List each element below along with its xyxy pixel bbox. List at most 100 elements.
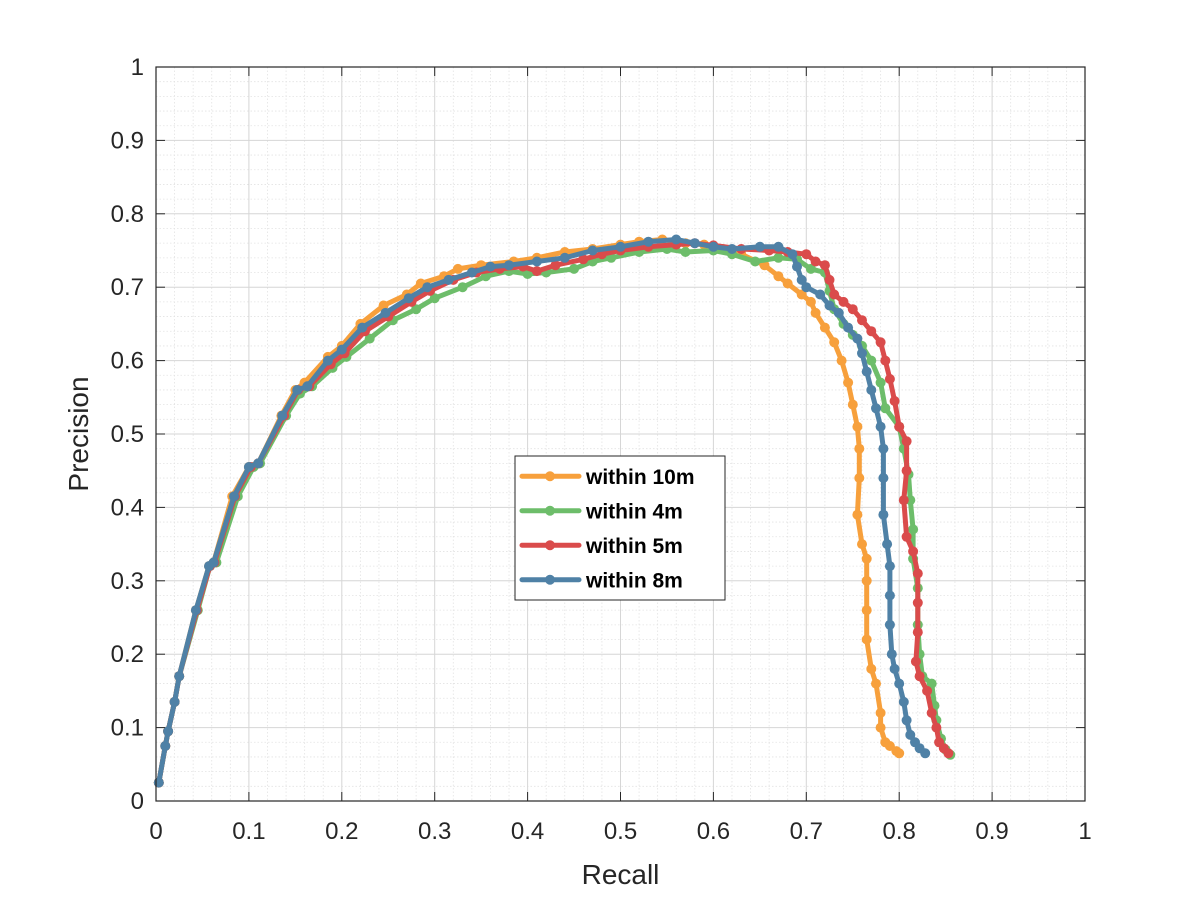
series-point [787, 249, 798, 260]
series-point [861, 553, 872, 564]
x-tick-label: 1 [1078, 818, 1091, 845]
series-point [174, 671, 185, 682]
series-point [443, 274, 454, 285]
series-point [866, 326, 877, 337]
series-point [815, 289, 826, 300]
series-point [901, 715, 912, 726]
series-point [922, 685, 933, 696]
series-point [920, 748, 931, 759]
series-point [587, 245, 598, 256]
y-tick-label: 0.6 [111, 348, 144, 375]
series-point [852, 333, 863, 344]
series-point [857, 539, 867, 550]
x-tick-label: 0.4 [511, 818, 544, 845]
series-point [931, 722, 942, 733]
series-point [898, 495, 909, 506]
series-point [531, 256, 542, 267]
series-point [302, 381, 313, 392]
series-point [866, 663, 877, 674]
series-point [357, 322, 368, 333]
series-point [908, 546, 919, 557]
series-point [886, 649, 897, 660]
series-point [750, 256, 761, 267]
legend-swatch-marker [545, 505, 555, 516]
x-tick-label: 0.3 [418, 818, 451, 845]
series-point [208, 557, 219, 568]
series-point [898, 696, 909, 707]
series-point [643, 236, 654, 247]
series-point [847, 399, 858, 410]
x-tick-label: 0 [149, 818, 162, 845]
series-point [878, 509, 889, 520]
series-point [160, 741, 171, 751]
series-point [153, 777, 164, 788]
series-point [578, 254, 589, 265]
series-point [857, 348, 867, 359]
series-point [810, 307, 821, 318]
x-tick-label: 0.5 [604, 818, 637, 845]
series-point [871, 678, 881, 689]
series-point [292, 385, 303, 395]
x-tick-label: 0.7 [790, 818, 823, 845]
series-point [880, 403, 891, 414]
series-point [836, 355, 847, 366]
series-point [411, 304, 422, 315]
series-point [884, 374, 895, 384]
y-tick-label: 0.1 [111, 715, 144, 742]
series-point [912, 627, 923, 638]
series-point [801, 282, 812, 293]
series-point [169, 696, 180, 707]
series-point [838, 296, 849, 307]
series-point [861, 366, 872, 377]
series-point [773, 271, 784, 282]
series-point [884, 619, 895, 630]
x-tick-label: 0.9 [975, 818, 1008, 845]
x-axis-title: Recall [582, 859, 660, 890]
series-point [901, 436, 912, 447]
series-point [805, 263, 816, 274]
series-point [829, 337, 840, 348]
series-point [819, 322, 830, 333]
legend-label: within 5m [585, 535, 683, 558]
series-point [861, 605, 872, 616]
major-grid [156, 67, 1085, 801]
series-point [364, 333, 375, 344]
series-point [861, 575, 872, 586]
legend-label: within 4m [585, 500, 683, 523]
y-tick-labels: 0 0.1 0.2 0.3 0.4 0.5 0.6 0.7 0.8 0.9 1 [111, 54, 144, 815]
series-point [380, 307, 391, 318]
series-point [829, 289, 840, 300]
series-point [801, 249, 812, 260]
series-point [277, 410, 288, 421]
series-point [901, 465, 912, 476]
series-point [559, 252, 570, 263]
axes [155, 66, 1086, 802]
series-point [910, 656, 921, 667]
series-point [163, 726, 174, 737]
series-point [854, 443, 865, 454]
series-point [875, 421, 886, 432]
series-point [871, 403, 881, 414]
series-point [190, 605, 201, 616]
series-point [727, 244, 737, 254]
series-point [322, 355, 333, 366]
y-tick-label: 0.8 [111, 201, 144, 228]
series-point [253, 458, 264, 469]
legend-label: within 10m [585, 466, 695, 489]
series-point [889, 663, 900, 674]
series-point [796, 274, 807, 285]
series-point [914, 671, 925, 682]
series-point [861, 634, 872, 645]
series-point [680, 247, 691, 257]
series-point [773, 252, 784, 263]
series-point [452, 263, 463, 274]
series-point [796, 289, 807, 300]
y-tick-label: 1 [131, 54, 144, 81]
y-axis-title: Precision [63, 376, 94, 491]
series-point [422, 282, 433, 293]
series-point [875, 722, 886, 733]
series-point [857, 315, 867, 326]
series-point [926, 678, 937, 689]
series-point [671, 234, 682, 245]
